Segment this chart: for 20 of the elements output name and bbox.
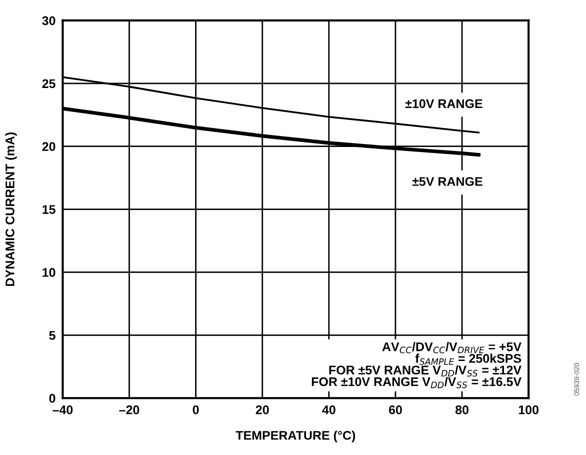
y-tick-label: 5 [49, 331, 56, 340]
x-tick-label: 40 [322, 405, 336, 414]
y-tick-label: 25 [42, 79, 56, 88]
x-axis-title: TEMPERATURE (°C) [236, 430, 356, 442]
x-tick-label: 100 [518, 405, 538, 414]
y-tick-label: 20 [42, 142, 56, 152]
x-tick-label: 0 [192, 405, 199, 414]
x-tick-label: –40 [52, 405, 73, 414]
y-tick-label: 0 [49, 394, 56, 403]
y-axis-title: DYNAMIC CURRENT (mA) [5, 132, 17, 286]
series-label: ±10V RANGE [405, 99, 482, 108]
text: AV$_{CC}$/DV$_{CC}$/V$_{DRIVE}$ = +5V f$_{SAMPLE}$ = 250kSPS FOR ±5V RANGE V$_{DD}$/V$_{SS}$ = ±12V FOR ±10V RANGE V$_{DD}$/V$_{SS}$ = ±16.5V [312, 342, 522, 388]
y-tick-label: 30 [42, 16, 56, 26]
y-tick-label: 10 [42, 268, 56, 277]
series-label: ±5V RANGE [412, 177, 482, 186]
x-tick-label: –20 [119, 405, 140, 414]
y-tick-label: 15 [42, 205, 56, 214]
x-tick-label: 80 [455, 405, 468, 414]
x-tick-label: 20 [256, 405, 269, 414]
x-tick-label: 60 [388, 405, 402, 414]
